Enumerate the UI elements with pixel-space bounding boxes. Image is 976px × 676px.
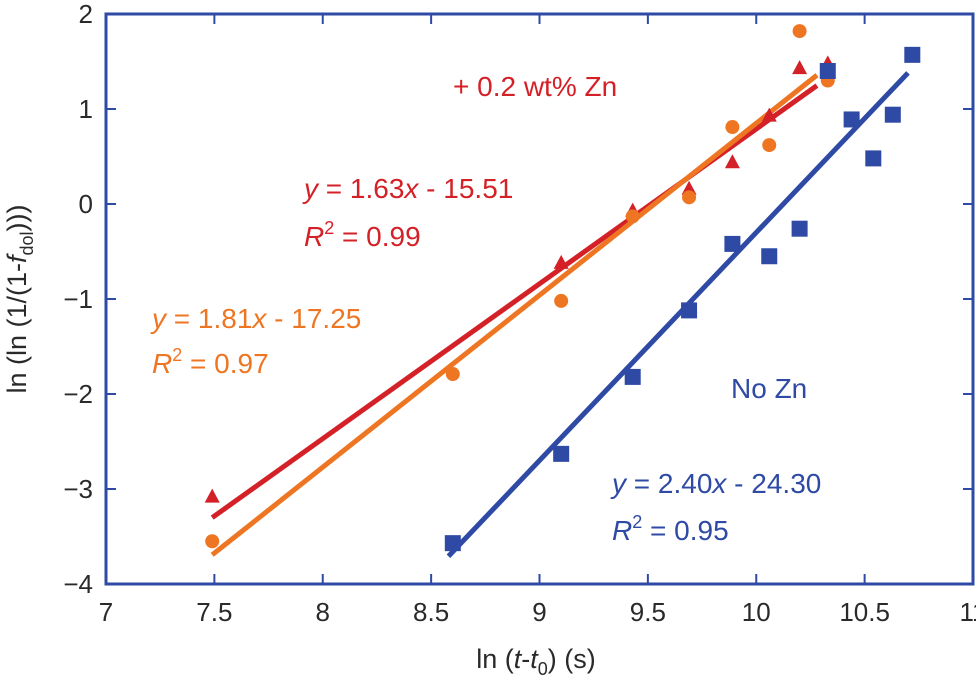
data-point-circle [554,293,569,308]
y-tick-label: −2 [63,379,93,409]
data-point-circle [682,190,697,205]
data-point-triangle [553,254,569,269]
data-point-square [865,150,882,167]
fit-lines [210,71,910,558]
x-tick-label: 10.5 [839,597,890,627]
data-point-square [791,220,808,237]
x-tick-label: 9 [532,597,546,627]
y-tick-label: −3 [63,474,93,504]
red-equation: y = 1.63x - 15.51 [302,173,513,204]
x-axis-ticks: 7 7.5 8 8.5 9 9.5 10 10.5 11 [99,14,976,627]
data-point-circle [445,367,460,382]
data-point-square [681,302,698,319]
blue-r2: R2 = 0.95 [612,512,729,546]
data-point-triangle [724,154,740,169]
data-point-square [843,111,860,128]
orange-r2: R2 = 0.97 [152,345,269,379]
data-point-circle [205,534,220,549]
x-tick-label: 11 [960,597,976,627]
blue-equation: y = 2.40x - 24.30 [610,468,821,499]
zn-label: + 0.2 wt% Zn [453,71,617,102]
x-tick-label: 7.5 [196,597,232,627]
red-r2: R2 = 0.99 [304,218,421,252]
data-point-circle [762,138,777,153]
x-tick-label: 8.5 [413,597,449,627]
y-tick-label: 2 [79,0,93,29]
y-tick-label: −4 [63,569,93,599]
x-tick-label: 7 [99,597,113,627]
data-point-square [553,445,570,462]
orange-equation: y = 1.81x - 17.25 [150,303,361,334]
x-tick-label: 9.5 [630,597,666,627]
y-axis-ticks: −4 −3 −2 −1 0 1 2 [63,0,973,599]
x-axis-title: ln (t-t0) (s) [476,644,596,676]
x-tick-label: 8 [316,597,330,627]
data-point-triangle [204,488,220,503]
data-point-square [904,46,921,63]
fit-line-triangle [210,83,819,520]
data-point-circle [625,209,640,224]
data-point-square [444,535,461,552]
fit-line-square [446,71,910,558]
nozn-label: No Zn [731,373,807,404]
y-tick-label: −1 [63,284,93,314]
data-point-square [724,235,741,252]
data-point-square [761,248,778,265]
y-tick-label: 0 [79,189,93,219]
data-point-circle [725,120,740,135]
data-point-triangle [681,180,697,195]
y-axis-title: ln (ln (1/(1-fdol))) [2,204,37,393]
data-points [204,24,921,552]
data-point-triangle [792,60,808,75]
data-point-circle [792,24,807,39]
fit-line-circle [210,73,819,557]
data-point-triangle [761,107,777,122]
y-tick-label: 1 [79,94,93,124]
x-tick-label: 10 [742,597,771,627]
data-point-square [884,106,901,123]
data-point-square [624,368,641,385]
data-point-square [819,63,836,79]
